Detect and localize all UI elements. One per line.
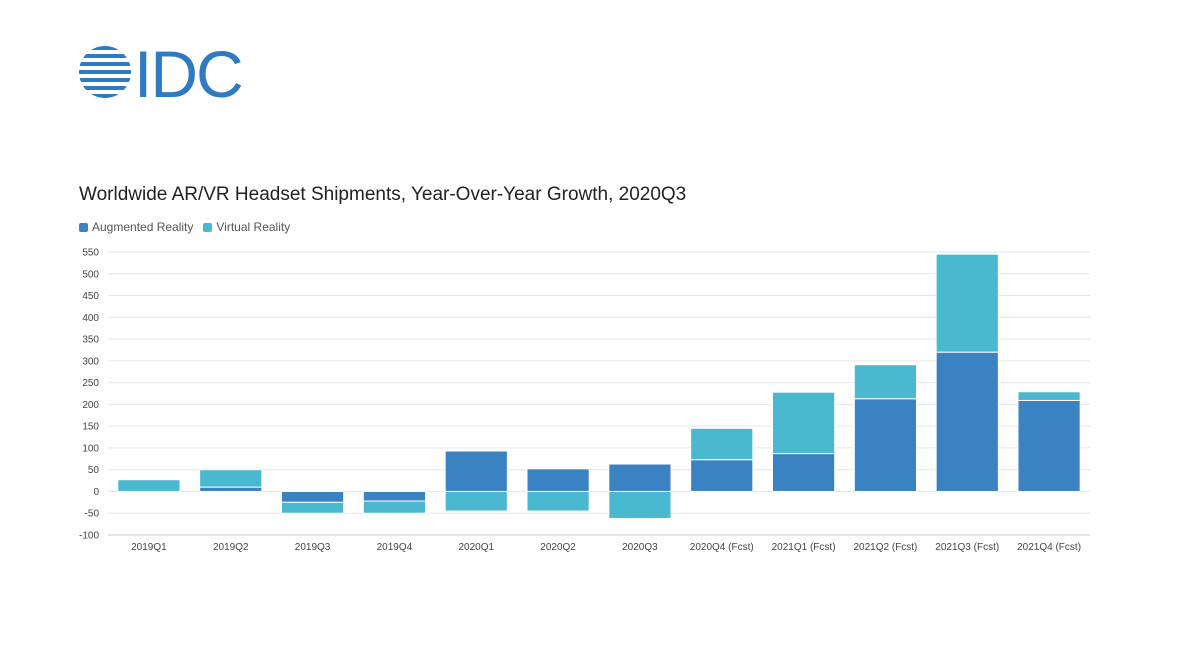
bar-augmented-reality [362, 490, 427, 502]
striped-globe-icon [79, 46, 131, 98]
bar-virtual-reality [1017, 391, 1081, 401]
bar-augmented-reality [853, 398, 918, 492]
logo-text: IDC [134, 44, 242, 102]
x-tick-label: 2019Q3 [295, 542, 331, 553]
bar-augmented-reality [608, 463, 672, 492]
bar-augmented-reality [935, 351, 999, 492]
x-tick-label: 2020Q1 [458, 542, 494, 553]
bar-augmented-reality [444, 450, 508, 492]
bar-virtual-reality [117, 479, 181, 492]
x-tick-label: 2020Q3 [622, 542, 658, 553]
y-tick-label: 350 [82, 335, 99, 346]
chart-title: Worldwide AR/VR Headset Shipments, Year-… [79, 184, 687, 205]
legend-label-virtual-reality: Virtual Reality [216, 220, 291, 234]
bar-virtual-reality [444, 490, 508, 512]
legend-item-virtual-reality[interactable]: Virtual Reality [203, 220, 290, 234]
x-tick-label: 2021Q4 (Fcst) [1017, 542, 1081, 553]
bar-augmented-reality [526, 468, 590, 492]
y-tick-label: 200 [82, 400, 99, 411]
bar-augmented-reality [771, 453, 836, 492]
bar-virtual-reality [608, 490, 672, 519]
x-tick-label: 2021Q2 (Fcst) [853, 542, 917, 553]
bar-augmented-reality [1017, 399, 1081, 492]
bar-virtual-reality [935, 253, 999, 353]
x-tick-label: 2019Q4 [377, 542, 413, 553]
y-tick-label: 300 [82, 356, 99, 367]
x-tick-label: 2020Q2 [540, 542, 576, 553]
bar-augmented-reality [690, 459, 754, 492]
bar-virtual-reality [771, 391, 836, 455]
y-tick-label: -100 [79, 531, 99, 542]
bar-virtual-reality [199, 469, 263, 488]
chart-legend: Augmented Reality Virtual Reality [79, 220, 290, 234]
y-tick-label: 450 [82, 291, 99, 302]
y-tick-label: 250 [82, 378, 99, 389]
bar-augmented-reality [280, 490, 345, 503]
legend-label-augmented-reality: Augmented Reality [92, 220, 194, 234]
y-tick-label: 0 [93, 487, 99, 498]
y-tick-label: 50 [88, 465, 100, 476]
bar-virtual-reality [853, 364, 918, 400]
x-tick-label: 2020Q4 (Fcst) [690, 542, 754, 553]
y-tick-label: 150 [82, 422, 99, 433]
bar-virtual-reality [526, 490, 590, 512]
y-tick-label: 400 [82, 313, 99, 324]
legend-swatch-augmented-reality [79, 222, 88, 232]
bar-virtual-reality [362, 500, 427, 514]
x-tick-label: 2021Q3 (Fcst) [935, 542, 999, 553]
y-tick-label: 500 [82, 269, 99, 280]
y-tick-label: 550 [82, 248, 99, 259]
y-tick-label: -50 [85, 509, 100, 520]
legend-swatch-virtual-reality [203, 222, 213, 232]
legend-item-augmented-reality[interactable]: Augmented Reality [79, 220, 193, 234]
x-tick-label: 2019Q2 [213, 542, 249, 553]
idc-logo: IDC [79, 44, 244, 102]
x-tick-label: 2021Q1 (Fcst) [772, 542, 836, 553]
y-tick-label: 100 [82, 443, 99, 454]
bar-virtual-reality [280, 501, 345, 514]
bar-virtual-reality [690, 427, 754, 461]
bar-augmented-reality [199, 486, 263, 492]
x-tick-label: 2019Q1 [131, 542, 167, 553]
